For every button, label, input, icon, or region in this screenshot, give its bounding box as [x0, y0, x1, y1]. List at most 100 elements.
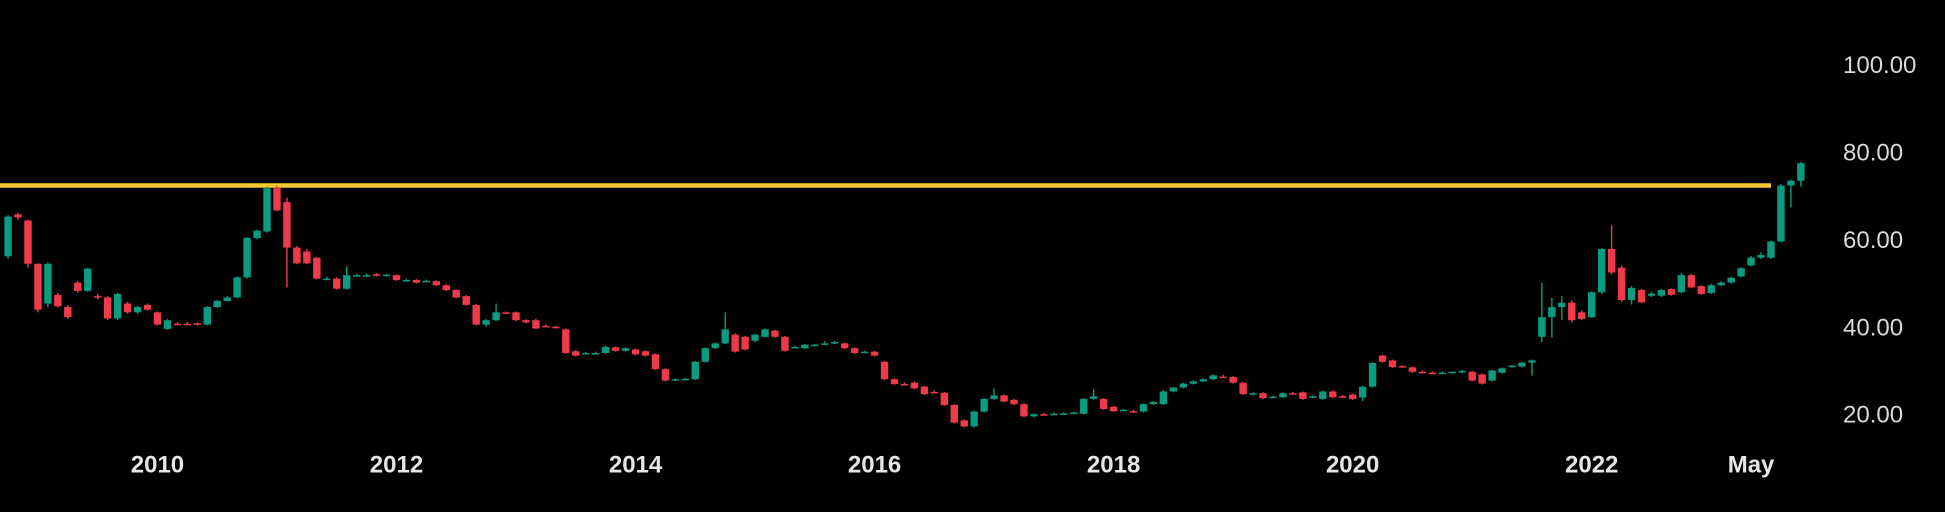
- candle-body: [1657, 290, 1666, 296]
- candle-body: [1797, 163, 1805, 181]
- candle-body: [691, 361, 699, 380]
- candle-body: [1129, 411, 1138, 413]
- candle-body: [1219, 376, 1227, 379]
- candle-body: [890, 379, 899, 385]
- candle-body: [1747, 257, 1755, 266]
- candle-body: [970, 411, 978, 427]
- candle-body: [123, 303, 132, 313]
- candle-body: [1717, 282, 1725, 286]
- candle-body: [1767, 241, 1775, 258]
- candle-body: [372, 274, 381, 276]
- candle-body: [14, 214, 22, 218]
- candle-body: [402, 279, 411, 282]
- candle-body: [422, 280, 431, 283]
- candle-body: [542, 325, 550, 328]
- candle-body: [522, 320, 530, 323]
- candle-body: [253, 230, 261, 238]
- candle-body: [1727, 277, 1735, 283]
- candle-body: [1368, 363, 1377, 387]
- candle-body: [1578, 312, 1586, 319]
- candle-body: [1378, 355, 1387, 362]
- candle-body: [233, 277, 241, 298]
- candle-body: [1787, 180, 1795, 186]
- candle-body: [1597, 248, 1606, 293]
- candle-body: [831, 342, 839, 344]
- candle-body: [173, 323, 182, 326]
- candle-body: [641, 351, 650, 356]
- candle-body: [1697, 286, 1705, 294]
- candle-body: [1687, 275, 1695, 288]
- candle-body: [452, 290, 460, 298]
- candle-body: [552, 326, 560, 329]
- candle-body: [1558, 302, 1566, 308]
- candle-body: [492, 312, 500, 321]
- x-tick-label: 2018: [1087, 451, 1140, 478]
- candle-body: [731, 334, 739, 352]
- candle-body: [1627, 287, 1636, 301]
- candle-body: [1488, 370, 1496, 381]
- candle-body: [771, 330, 779, 337]
- candle-body: [1249, 393, 1257, 395]
- candle-body: [1209, 375, 1217, 380]
- x-tick-label: 2014: [609, 451, 663, 478]
- candle-body: [273, 188, 281, 211]
- candle-body: [74, 282, 82, 291]
- x-tick-label: 2010: [131, 451, 184, 478]
- candle-body: [1637, 290, 1646, 303]
- candle-body: [44, 263, 52, 304]
- candle-body: [1229, 377, 1237, 383]
- x-tick-label: 2012: [370, 451, 423, 478]
- y-tick-label: 100.00: [1843, 52, 1916, 79]
- candle-body: [362, 275, 371, 277]
- candle-body: [323, 278, 331, 281]
- candle-body: [1448, 371, 1456, 374]
- candle-body: [462, 296, 470, 305]
- candle-body: [1438, 372, 1446, 375]
- candle-body: [283, 202, 291, 248]
- candle-body: [223, 297, 231, 301]
- candle-body: [1239, 382, 1247, 395]
- candle-body: [442, 285, 450, 291]
- candle-body: [64, 307, 72, 318]
- candle-body: [1090, 396, 1098, 399]
- candle-body: [1458, 370, 1466, 373]
- candle-body: [103, 297, 112, 319]
- candle-body: [432, 281, 441, 286]
- candle-body: [1468, 371, 1476, 381]
- candle-body: [263, 188, 271, 232]
- candle-body: [1119, 409, 1128, 412]
- candle-body: [572, 351, 580, 356]
- candle-body: [412, 279, 421, 283]
- candle-body: [34, 263, 42, 310]
- candle-body: [163, 320, 172, 329]
- candle-body: [1478, 374, 1486, 384]
- candle-body: [1707, 285, 1715, 294]
- candle-body: [303, 251, 311, 264]
- candle-body: [1617, 267, 1626, 301]
- candle-body: [860, 351, 869, 354]
- candle-body: [113, 293, 122, 319]
- candle-body: [1518, 362, 1526, 367]
- candle-body: [1588, 292, 1596, 318]
- candle-body: [960, 420, 968, 427]
- candle-body: [472, 304, 480, 325]
- candle-body: [751, 334, 759, 341]
- candle-body: [143, 304, 152, 310]
- candle-body: [1169, 387, 1178, 392]
- candle-body: [94, 296, 102, 298]
- candle-body: [1050, 413, 1058, 416]
- candle-body: [1498, 368, 1506, 373]
- candle-body: [1060, 413, 1068, 415]
- candle-body: [1528, 360, 1536, 363]
- candle-body: [801, 344, 809, 349]
- candle-body: [582, 352, 590, 355]
- candle-body: [1289, 393, 1297, 395]
- candle-body: [711, 343, 719, 349]
- candle-body: [183, 323, 192, 326]
- candle-body: [850, 348, 859, 353]
- candle-body: [1010, 399, 1018, 405]
- candle-body: [721, 329, 729, 344]
- x-tick-label: May: [1728, 451, 1775, 478]
- x-tick-label: 2022: [1565, 451, 1618, 478]
- candle-body: [1607, 248, 1616, 273]
